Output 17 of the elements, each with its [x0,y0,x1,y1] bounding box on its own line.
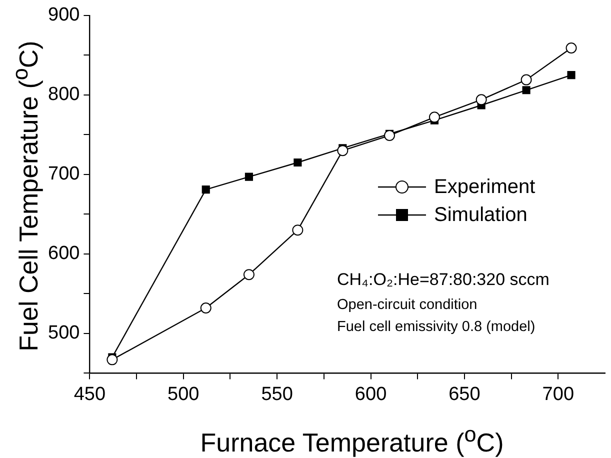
x-tick-label: 450 [74,384,106,405]
legend-label: Experiment [434,175,536,200]
y-tick-label: 900 [48,4,80,26]
x-tick-label: 600 [354,384,387,405]
x-axis-title: Furnace Temperature ($^{o}$C) [200,422,504,458]
y-tick-label: 800 [48,84,80,106]
y-tick-label: 600 [48,243,80,264]
annotation: CH₄:O₂:He=87:80:320 sccm [337,269,550,291]
x-tick-label: 550 [261,384,293,405]
x-tick-label: 700 [542,384,574,405]
y-tick-label: 700 [48,164,80,185]
annotation: Fuel cell emissivity 0.8 (model) [337,318,536,337]
annotation: Open-circuit condition [337,296,478,315]
x-tick-label: 500 [168,384,200,405]
legend-label: Simulation [434,203,528,228]
x-tick-label: 650 [448,384,480,405]
y-tick-label: 500 [48,322,80,344]
